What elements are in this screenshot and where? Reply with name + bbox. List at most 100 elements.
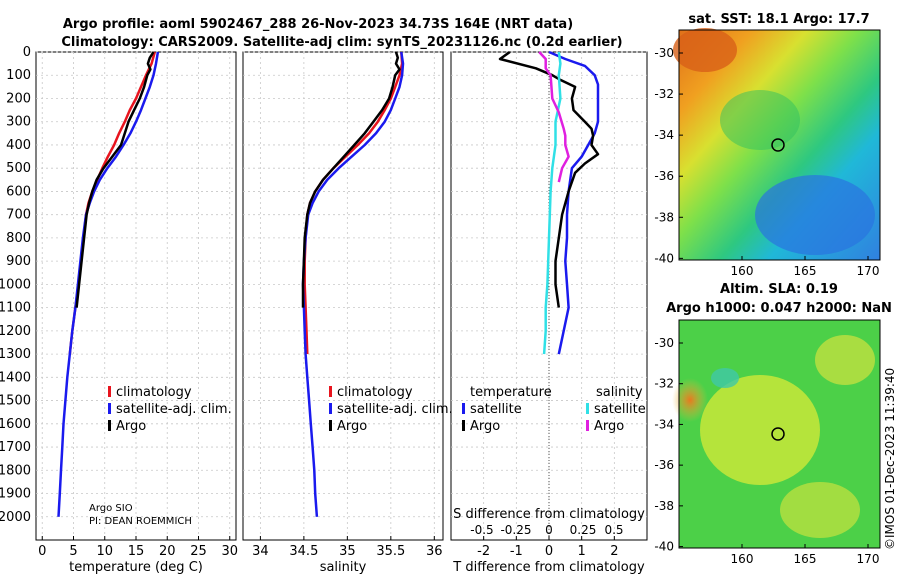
legend-clim-marker-2 [329, 386, 332, 397]
x-tick-label: 36 [426, 544, 443, 559]
x-tick-label: 0 [38, 544, 46, 559]
map-lat-tick-label: -30 [654, 46, 674, 60]
x-tick-label: 10 [96, 544, 113, 559]
imos-watermark: ©IMOS 01-Dec-2023 11:39:40 [883, 368, 897, 550]
legend-t-sat-marker [462, 403, 465, 414]
x-tick-label: -2 [477, 544, 490, 559]
depth-tick-label: 1200 [0, 324, 31, 339]
legend-s-argo: Argo [594, 419, 624, 434]
sst-map-title: sat. SST: 18.1 Argo: 17.7 [688, 12, 869, 27]
map-lat-tick-label: -36 [654, 169, 674, 183]
legend-t-argo: Argo [470, 419, 500, 434]
s-tick: 0 [545, 523, 553, 537]
x-tick-label: 25 [190, 544, 207, 559]
legend-satellite: satellite-adj. clim. [116, 402, 232, 417]
sst-map-frame [678, 29, 881, 261]
map-lat-tick-label: -30 [654, 336, 674, 350]
sla-orange-patch [672, 378, 708, 422]
depth-tick-label: 1100 [0, 301, 31, 316]
depth-tick-label: 0 [23, 45, 31, 60]
depth-tick-label: 800 [6, 231, 31, 246]
x-tick-label: 35 [339, 544, 356, 559]
map-lon-tick-label: 170 [857, 552, 880, 566]
sst-warm-patch [673, 28, 737, 72]
legend-s-sat-marker [586, 403, 589, 414]
temperature-argo-line [75, 51, 155, 308]
difference-temperature-argo-line [498, 50, 600, 308]
s-tick: 0.5 [604, 523, 623, 537]
sla-yellow-patch-2 [815, 335, 875, 385]
legend-sat-marker [108, 403, 111, 414]
difference-salinity-argo-line [538, 51, 570, 183]
legend-argo-2: Argo [337, 419, 367, 434]
legend-climatology-2: climatology [337, 385, 413, 400]
salinity-legend: climatology satellite-adj. clim. Argo [329, 385, 453, 434]
map-lat-tick-label: -34 [654, 128, 674, 142]
legend-t-argo-marker [462, 420, 465, 431]
x-tick-label: 35.5 [376, 544, 405, 559]
difference-panel: -2 -1 0 1 2 T difference from climatology S … [450, 50, 648, 575]
map-lon-tick-label: 165 [794, 552, 817, 566]
map-lat-tick-label: -38 [654, 210, 674, 224]
x-tick-label: 1 [578, 544, 586, 559]
x-tick-label: 30 [221, 544, 238, 559]
map-lat-tick-label: -40 [654, 540, 674, 554]
legend-s-satellite: satellite [594, 402, 646, 417]
title-line-1: Argo profile: aoml 5902467_288 26-Nov-20… [63, 17, 573, 32]
depth-tick-label: 1600 [0, 417, 31, 432]
legend-temperature-title: temperature [470, 385, 552, 400]
s-tick: -0.5 [470, 523, 493, 537]
depth-tick-label: 1300 [0, 347, 31, 362]
depth-tick-label: 2000 [0, 510, 31, 525]
sla-yellow-patch-3 [780, 482, 860, 538]
credit-line-1: Argo SIO [89, 503, 133, 514]
legend-salinity-title: salinity [596, 385, 643, 400]
sst-map-panel: sat. SST: 18.1 Argo: 17.7 -30 -32 -34 -36 -3… [654, 12, 881, 278]
legend-clim-marker [108, 386, 111, 397]
depth-tick-label: 1700 [0, 440, 31, 455]
salinity-argo-line [301, 51, 401, 308]
x-tick-label: 34 [252, 544, 269, 559]
map-lat-tick-label: -32 [654, 377, 674, 391]
depth-tick-label: 1900 [0, 487, 31, 502]
s-tick: 0.25 [570, 523, 597, 537]
x-tick-label: 34.5 [289, 544, 318, 559]
temperature-xlabel: temperature (deg C) [69, 560, 203, 575]
difference-legend: temperature salinity satellite Argo sate… [462, 385, 646, 434]
s-difference-ticks: -0.5 -0.25 0 0.25 0.5 [470, 523, 623, 537]
map-lat-tick-label: -38 [654, 499, 674, 513]
title-line-2: Climatology: CARS2009. Satellite-adj cli… [61, 35, 622, 50]
salinity-panel: 34 34.5 35 35.5 36 salinity climatology sate… [242, 51, 453, 575]
legend-t-satellite: satellite [470, 402, 522, 417]
depth-tick-label: 1500 [0, 394, 31, 409]
temperature-panel-frame [35, 51, 237, 541]
depth-tick-label: 100 [6, 68, 31, 83]
depth-tick-label: 300 [6, 115, 31, 130]
depth-tick-label: 1800 [0, 463, 31, 478]
temperature-panel: 0 5 10 15 20 25 30 temperature (deg C) climato… [35, 51, 238, 575]
map-lat-tick-label: -40 [654, 251, 674, 265]
map-lat-tick-label: -34 [654, 417, 674, 431]
salinity-panel-frame [242, 51, 444, 541]
map-lat-tick-label: -32 [654, 87, 674, 101]
s-tick: -0.25 [500, 523, 531, 537]
map-lon-tick-label: 160 [731, 552, 754, 566]
s-difference-label: S difference from climatology [453, 507, 645, 522]
depth-tick-label: 700 [6, 208, 31, 223]
legend-sat-marker-2 [329, 403, 332, 414]
temperature-legend: climatology satellite-adj. clim. Argo [108, 385, 232, 434]
sst-cool-patch [755, 175, 875, 255]
legend-argo: Argo [116, 419, 146, 434]
salinity-satellite-adj-clim--line [301, 51, 405, 517]
depth-tick-label: 1000 [0, 277, 31, 292]
depth-tick-label: 400 [6, 138, 31, 153]
sla-cyan-patch [711, 368, 739, 388]
difference-salinity-satellite-line [542, 51, 562, 355]
credit-line-2: PI: DEAN ROEMMICH [89, 516, 192, 527]
sla-map-title-2: Argo h1000: 0.047 h2000: NaN [666, 301, 892, 316]
x-tick-label: 2 [610, 544, 618, 559]
depth-tick-label: 500 [6, 161, 31, 176]
legend-argo-marker-2 [329, 420, 332, 431]
depth-tick-label: 600 [6, 184, 31, 199]
